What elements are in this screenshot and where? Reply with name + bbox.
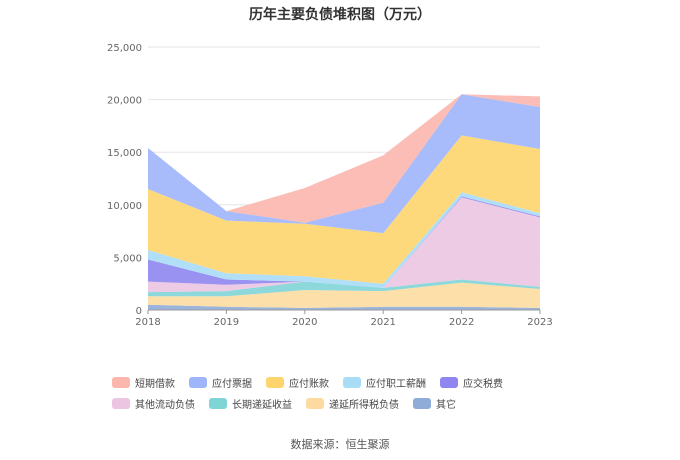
y-tick-label: 20,000 bbox=[107, 96, 142, 107]
legend-swatch bbox=[306, 398, 324, 409]
x-tick-label: 2021 bbox=[370, 317, 395, 328]
x-tick-label: 2019 bbox=[214, 317, 239, 328]
legend-item[interactable]: 应付票据 bbox=[189, 375, 252, 390]
y-tick-label: 25,000 bbox=[107, 43, 142, 54]
x-tick-label: 2018 bbox=[135, 317, 160, 328]
legend-label: 长期递延收益 bbox=[232, 400, 292, 411]
chart-title: 历年主要负债堆积图（万元） bbox=[249, 7, 431, 23]
legend-item[interactable]: 其它 bbox=[413, 396, 456, 411]
legend-swatch bbox=[343, 377, 361, 388]
area-series-其他流动负债 bbox=[148, 197, 540, 293]
legend-label: 其它 bbox=[436, 400, 456, 411]
legend-item[interactable]: 递延所得税负债 bbox=[306, 396, 399, 411]
y-tick-label: 10,000 bbox=[107, 201, 142, 212]
area-series-长期递延收益 bbox=[148, 279, 540, 297]
legend-label: 短期借款 bbox=[135, 379, 175, 390]
area-series-短期借款 bbox=[148, 94, 540, 223]
legend-swatch bbox=[112, 398, 130, 409]
legend-swatch bbox=[209, 398, 227, 409]
legend-label: 递延所得税负债 bbox=[329, 400, 399, 411]
legend-label: 应付票据 bbox=[212, 379, 252, 390]
legend-item[interactable]: 应交税费 bbox=[440, 375, 503, 390]
x-tick-label: 2020 bbox=[292, 317, 317, 328]
area-series-应付票据 bbox=[148, 94, 540, 234]
area-series-递延所得税负债 bbox=[148, 282, 540, 308]
legend-item[interactable]: 应付职工薪酬 bbox=[343, 375, 426, 390]
legend-item[interactable]: 其他流动负债 bbox=[112, 396, 195, 411]
y-tick-label: 15,000 bbox=[107, 148, 142, 159]
legend-swatch bbox=[413, 398, 431, 409]
legend-item[interactable]: 长期递延收益 bbox=[209, 396, 292, 411]
data-source-note: 数据来源：恒生聚源 bbox=[290, 438, 390, 451]
y-tick-label: 0 bbox=[136, 306, 142, 317]
legend-label: 其他流动负债 bbox=[135, 400, 195, 411]
legend-item[interactable]: 应付账款 bbox=[266, 375, 329, 390]
area-series-应付职工薪酬 bbox=[148, 192, 540, 288]
area-series-应交税费 bbox=[148, 196, 540, 288]
x-tick-label: 2022 bbox=[449, 317, 474, 328]
legend-label: 应交税费 bbox=[463, 379, 503, 390]
area-series-应付账款 bbox=[148, 135, 540, 284]
area-series-其它 bbox=[148, 304, 540, 310]
legend-label: 应付账款 bbox=[289, 379, 329, 390]
legend-item[interactable]: 短期借款 bbox=[112, 375, 175, 390]
y-tick-label: 5,000 bbox=[113, 253, 142, 264]
legend-swatch bbox=[112, 377, 130, 388]
legend-swatch bbox=[266, 377, 284, 388]
legend-swatch bbox=[189, 377, 207, 388]
legend-label: 应付职工薪酬 bbox=[366, 379, 426, 390]
x-tick-label: 2023 bbox=[527, 317, 552, 328]
legend-swatch bbox=[440, 377, 458, 388]
chart-legend: 短期借款 应付票据 应付账款 应付职工薪酬 应交税费其他流动负债 长期递延收益 递延所得税负… bbox=[112, 375, 592, 411]
stacked-area-chart: 0 5,000 10,000 15,000 20,000 25,000 2018 2019 20… bbox=[107, 43, 553, 328]
